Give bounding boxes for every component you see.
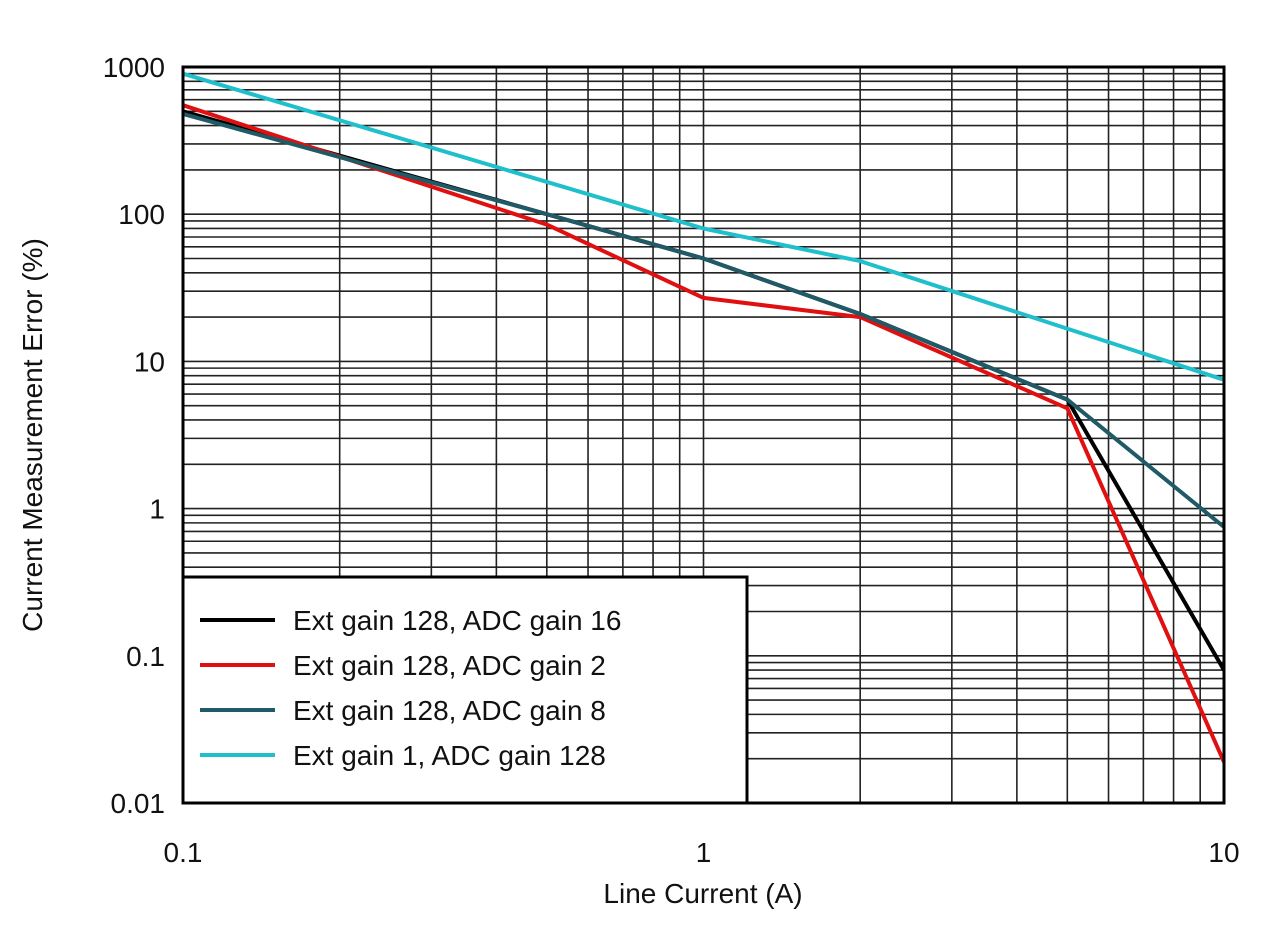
x-tick-label: 1	[696, 837, 712, 868]
tick-labels: 0.1 1 10 0.01 0.1 1 10 100 1000	[103, 52, 1240, 868]
legend-label: Ext gain 1, ADC gain 128	[293, 740, 606, 771]
x-tick-label: 0.1	[164, 837, 203, 868]
legend-label: Ext gain 128, ADC gain 16	[293, 605, 621, 636]
series-line	[182, 111, 1226, 529]
series-line	[182, 103, 1226, 763]
legend-box	[181, 575, 749, 805]
legend: Ext gain 128, ADC gain 16 Ext gain 128, A…	[181, 575, 749, 805]
series-lines	[182, 71, 1226, 763]
legend-label: Ext gain 128, ADC gain 8	[293, 695, 606, 726]
x-axis-label: Line Current (A)	[603, 878, 802, 909]
y-axis-label: Current Measurement Error (%)	[17, 238, 48, 632]
series-line	[182, 71, 1225, 382]
legend-label: Ext gain 128, ADC gain 2	[293, 650, 606, 681]
x-tick-label: 10	[1208, 837, 1239, 868]
y-tick-label: 100	[118, 199, 165, 230]
y-tick-label: 1000	[103, 52, 165, 83]
y-tick-label: 1	[149, 494, 165, 525]
y-tick-label: 0.01	[111, 788, 166, 819]
y-tick-label: 10	[134, 346, 165, 377]
y-tick-label: 0.1	[126, 641, 165, 672]
